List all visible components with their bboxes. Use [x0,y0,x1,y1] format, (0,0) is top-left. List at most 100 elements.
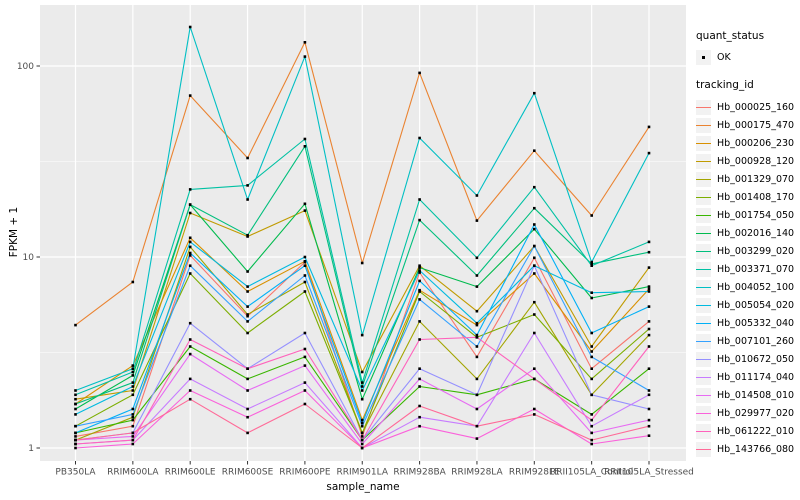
data-point [647,418,651,422]
line-key-icon [696,279,711,295]
data-point [246,331,249,335]
line-key-icon [696,369,711,385]
line-key-icon [696,99,711,115]
data-point [131,413,135,416]
data-point [475,256,479,260]
data-point [246,367,249,370]
data-point [475,355,479,359]
data-point [188,245,192,249]
legend-item-label: OK [717,52,731,63]
data-point [303,264,307,267]
data-point [303,364,307,367]
line-key-icon [696,297,711,313]
data-point [418,266,421,269]
x-tick-label: RRIM600LA [107,468,159,478]
legend-item-label: Hb_000928_120 [717,155,795,167]
data-point [647,327,651,331]
data-point [647,393,651,397]
x-tick-label: PB350LA [55,468,96,478]
data-point [475,437,479,440]
data-point [303,41,307,44]
line-key-icon [696,189,711,205]
data-point [360,442,364,446]
legend: quant_status OK tracking_id Hb_000025_16… [696,30,800,458]
data-point [131,431,135,435]
line-key-icon [696,405,711,421]
data-point [533,206,536,210]
data-point [533,300,536,304]
data-point [418,415,421,419]
data-point [188,338,192,341]
data-point [188,377,192,381]
data-point [418,424,421,428]
data-point [360,261,364,265]
data-point [418,338,421,341]
data-point [74,407,77,411]
data-point [246,377,249,381]
data-point [590,345,593,348]
data-point [188,211,192,215]
data-point [303,260,307,263]
data-point [188,94,192,97]
data-point [590,393,593,397]
data-point [590,431,593,435]
data-point [131,418,135,422]
data-point [303,355,307,359]
line-key-icon [696,387,711,403]
legend-item-Hb_005054_020: Hb_005054_020 [696,296,800,314]
data-point [647,305,651,308]
data-point [188,25,192,29]
data-point [647,290,651,293]
x-tick-label: RRIM928LA [451,468,503,478]
data-point [475,194,479,197]
data-point [188,188,192,191]
data-point [418,385,421,388]
data-point [303,347,307,351]
data-point [246,407,249,411]
legend-item-label: Hb_000025_160 [717,101,795,113]
data-point [475,377,479,381]
legend-item-ok: OK [696,50,800,65]
data-point [647,407,651,411]
data-point [533,91,536,95]
legend-item-Hb_003299_020: Hb_003299_020 [696,242,800,260]
data-point [418,271,421,274]
legend-title-quant-status: quant_status [696,30,765,42]
legend-item-Hb_001408_170: Hb_001408_170 [696,188,800,206]
data-point [647,285,651,288]
legend-item-label: Hb_003299_020 [717,245,795,257]
data-point [188,251,192,255]
data-point [188,203,192,206]
legend-item-label: Hb_000206_230 [717,137,795,149]
data-point [533,367,536,370]
y-tick-label: 1 [28,444,34,454]
data-point [246,320,249,323]
line-key-icon [696,333,711,349]
legend-item-Hb_002016_140: Hb_002016_140 [696,224,800,242]
data-point [131,367,135,370]
data-point [303,274,307,277]
data-point [647,345,651,348]
data-point [475,424,479,428]
data-point [303,389,307,392]
data-point [74,431,77,435]
legend-item-label: Hb_014508_010 [717,389,795,401]
legend-item-Hb_004052_100: Hb_004052_100 [696,278,800,296]
data-point [590,442,593,446]
data-point [475,345,479,348]
data-point [246,285,249,288]
legend-item-Hb_000206_230: Hb_000206_230 [696,134,800,152]
data-point [590,262,593,266]
data-point [418,290,421,293]
data-point [590,331,593,335]
data-point [647,333,651,337]
line-key-icon [696,153,711,169]
data-point [188,272,192,275]
data-point [360,381,364,384]
line-key-icon [696,315,711,331]
x-tick-label: RRII105LA_Stressed [604,468,694,478]
legend-item-Hb_005332_040: Hb_005332_040 [696,314,800,332]
line-key-icon [696,261,711,277]
data-point [533,149,536,152]
